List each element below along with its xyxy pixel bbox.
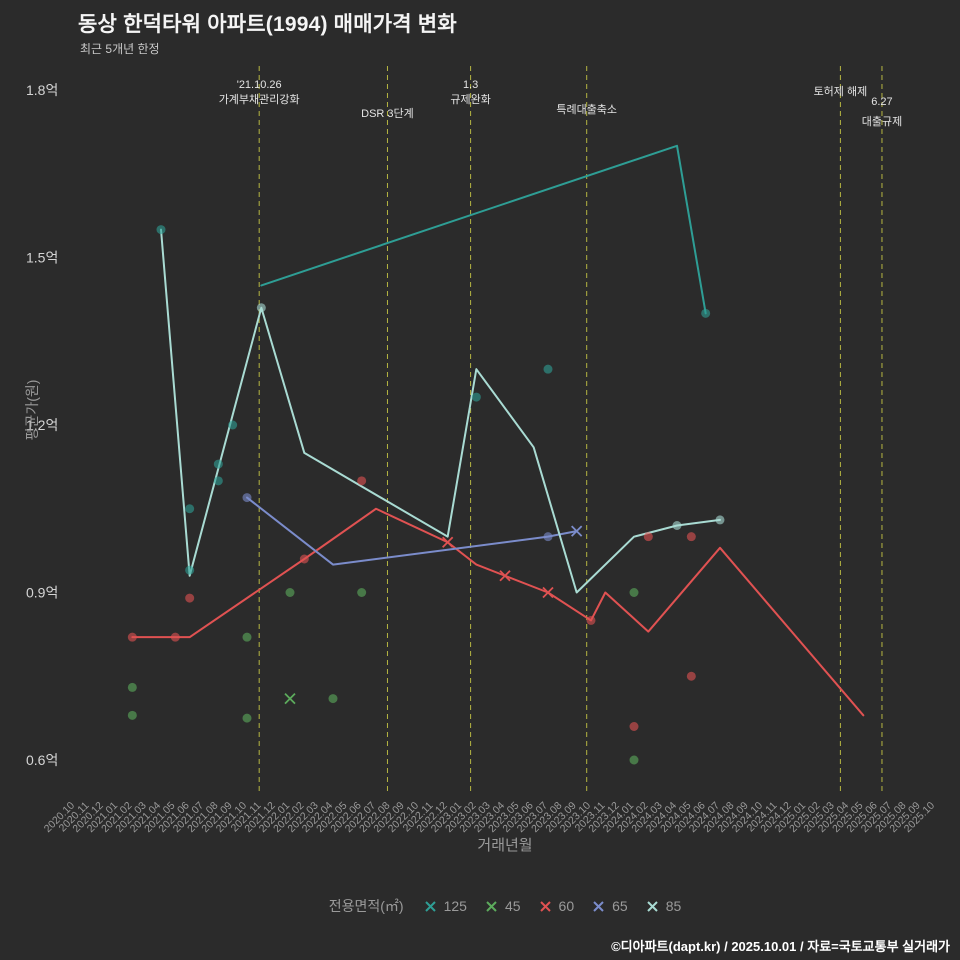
svg-text:토허제 해제: 토허제 해제 bbox=[814, 84, 868, 98]
legend-x-marker-icon bbox=[486, 900, 497, 912]
y-axis-ticks: 0.6억 0.9억 1.2억 1.5억 1.8억 bbox=[26, 82, 58, 768]
svg-text:6.27: 6.27 bbox=[871, 96, 892, 108]
svg-text:1.8억: 1.8억 bbox=[26, 82, 58, 98]
credit-footer: ©디아파트(dapt.kr) / 2025.10.01 / 자료=국토교통부 실… bbox=[611, 939, 950, 954]
legend-item-label: 65 bbox=[612, 898, 628, 914]
svg-text:1.3: 1.3 bbox=[463, 79, 478, 91]
legend-item-85[interactable]: 85 bbox=[646, 898, 682, 914]
legend-item-45[interactable]: 45 bbox=[485, 898, 521, 914]
svg-text:0.9억: 0.9억 bbox=[26, 585, 58, 601]
legend-item-label: 60 bbox=[558, 898, 575, 914]
legend-item-65[interactable]: 65 bbox=[592, 898, 628, 914]
legend-item-label: 45 bbox=[504, 898, 521, 914]
svg-text:'21.10.26: '21.10.26 bbox=[237, 79, 282, 91]
legend-item-label: 85 bbox=[665, 898, 682, 914]
policy-event: 6.27 대출규제 bbox=[862, 66, 902, 792]
svg-text:규제완화: 규제완화 bbox=[450, 93, 490, 106]
scatter-points bbox=[127, 225, 725, 765]
series-line-65 bbox=[246, 496, 578, 566]
page-subtitle: 최근 5개년 한정 bbox=[80, 42, 160, 56]
svg-text:0.6억: 0.6억 bbox=[26, 752, 58, 768]
policy-event: '21.10.26 가계부채관리강화 bbox=[219, 66, 300, 792]
legend: 전용면적(㎡) 125 45 60 65 85 bbox=[25, 896, 960, 916]
svg-text:DSR 3단계: DSR 3단계 bbox=[361, 107, 414, 120]
legend-x-marker-icon bbox=[646, 900, 658, 912]
policy-event: DSR 3단계 bbox=[361, 66, 414, 792]
svg-text:대출규제: 대출규제 bbox=[862, 115, 902, 128]
legend-x-marker-icon bbox=[424, 900, 436, 912]
svg-text:1.2억: 1.2억 bbox=[26, 417, 58, 433]
y-axis-label: 평균가(원) bbox=[24, 379, 40, 441]
legend-item-125[interactable]: 125 bbox=[424, 898, 467, 914]
x-markers bbox=[284, 525, 583, 705]
legend-title: 전용면적(㎡) bbox=[328, 898, 404, 914]
series-line-60 bbox=[131, 507, 865, 717]
page-title: 동상 한덕타워 아파트(1994) 매매가격 변화 bbox=[78, 13, 457, 36]
policy-event: 특례대출축소 bbox=[556, 66, 617, 792]
svg-text:특례대출축소: 특례대출축소 bbox=[556, 103, 617, 116]
legend-item-60[interactable]: 60 bbox=[539, 898, 575, 914]
svg-text:가계부채관리강화: 가계부채관리강화 bbox=[219, 93, 300, 106]
policy-event: 1.3 규제완화 bbox=[450, 66, 491, 792]
policy-event: 토허제 해제 bbox=[814, 66, 868, 792]
x-axis-label: 거래년월 bbox=[477, 837, 533, 854]
legend-x-marker-icon bbox=[593, 900, 604, 912]
svg-text:1.5억: 1.5억 bbox=[26, 250, 58, 266]
legend-x-marker-icon bbox=[539, 900, 551, 912]
legend-item-label: 125 bbox=[443, 898, 467, 914]
series-line-125 bbox=[260, 144, 707, 315]
x-axis-ticks: 2020.102020.112020.122021.012021.022021.… bbox=[42, 800, 937, 835]
